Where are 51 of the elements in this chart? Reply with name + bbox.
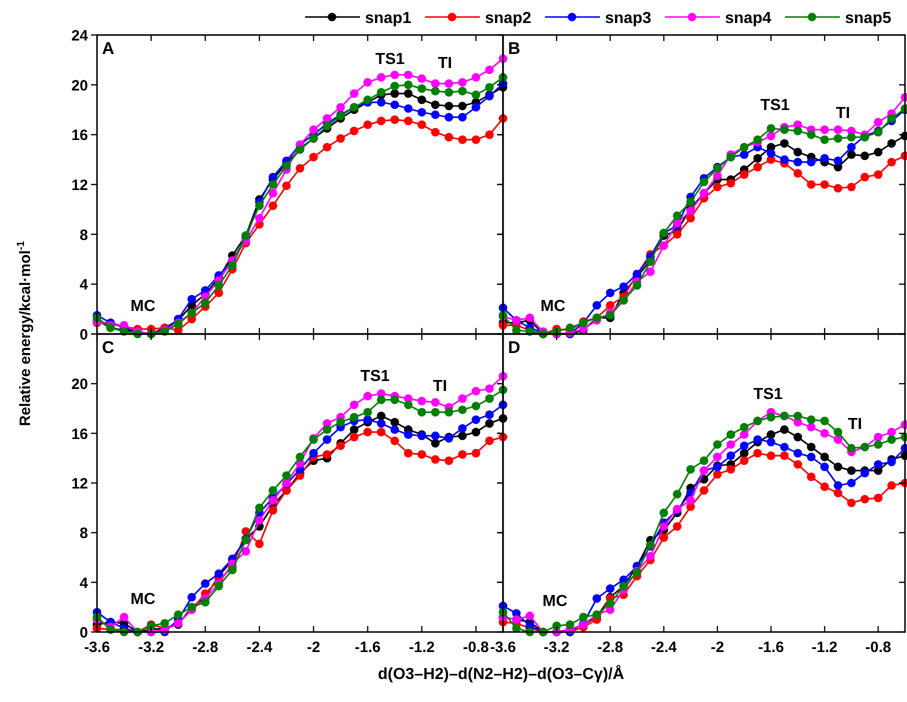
x-tick-label: -2.4 [650, 639, 678, 656]
x-axis-title: d(O3–H2)–d(N2–H2)–d(O3–Cγ)/Å [378, 664, 625, 683]
x-tick-label: -1.6 [354, 639, 381, 656]
annotation: MC [130, 591, 156, 608]
y-tick-label: 4 [80, 276, 89, 294]
x-tick-label: -2 [710, 639, 724, 656]
annotation: TS1 [375, 51, 405, 68]
chart-title: D [508, 338, 520, 357]
annotation: MC [130, 298, 156, 315]
y-tick-label: 8 [80, 226, 88, 244]
x-tick-label: -1.6 [758, 639, 784, 656]
x-tick-label: -1.2 [408, 639, 435, 656]
chart-title: B [508, 39, 520, 58]
x-tick-label: -3.6 [84, 639, 110, 656]
legend-label: snap4 [725, 10, 772, 27]
legend-label: snap5 [845, 10, 892, 27]
legend-label: snap2 [485, 10, 532, 27]
annotation: MC [542, 593, 568, 610]
x-tick-label: -1.2 [812, 639, 838, 656]
y-tick-label: 20 [71, 376, 88, 394]
legend-label: snap1 [365, 10, 412, 27]
y-tick-label: 8 [80, 525, 88, 542]
annotation: TI [848, 416, 862, 433]
y-tick-label: 24 [71, 28, 89, 44]
y-tick-label: 20 [71, 77, 88, 94]
y-tick-label: 4 [80, 574, 89, 592]
x-tick-label: -3.2 [544, 639, 570, 656]
y-tick-label: 16 [71, 127, 88, 144]
legend-label: snap3 [605, 10, 652, 27]
x-tick-label: -3.6 [490, 639, 516, 656]
annotation: TI [432, 378, 448, 395]
y-tick-label: 12 [71, 177, 88, 194]
annotation: TI [438, 55, 452, 72]
x-tick-label: -0.8 [463, 639, 489, 656]
y-tick-label: 0 [80, 624, 88, 642]
annotation: TS1 [760, 97, 790, 114]
y-tick-label: 0 [80, 326, 88, 344]
chart-title: C [102, 338, 114, 357]
y-tick-label: 12 [71, 476, 88, 492]
x-tick-label: -2.4 [246, 639, 273, 656]
y-tick-label: 16 [71, 426, 88, 443]
x-tick-label: -3.2 [138, 639, 164, 656]
x-tick-label: -0.8 [865, 639, 892, 656]
annotation: TI [836, 105, 850, 122]
annotation: MC [540, 298, 566, 315]
annotation: TS1 [753, 386, 783, 403]
x-tick-label: -2.8 [192, 639, 218, 656]
annotation: TS1 [360, 368, 390, 385]
x-tick-label: -2.8 [597, 639, 624, 656]
chart-title: A [102, 39, 114, 58]
x-tick-label: -2 [306, 639, 320, 656]
